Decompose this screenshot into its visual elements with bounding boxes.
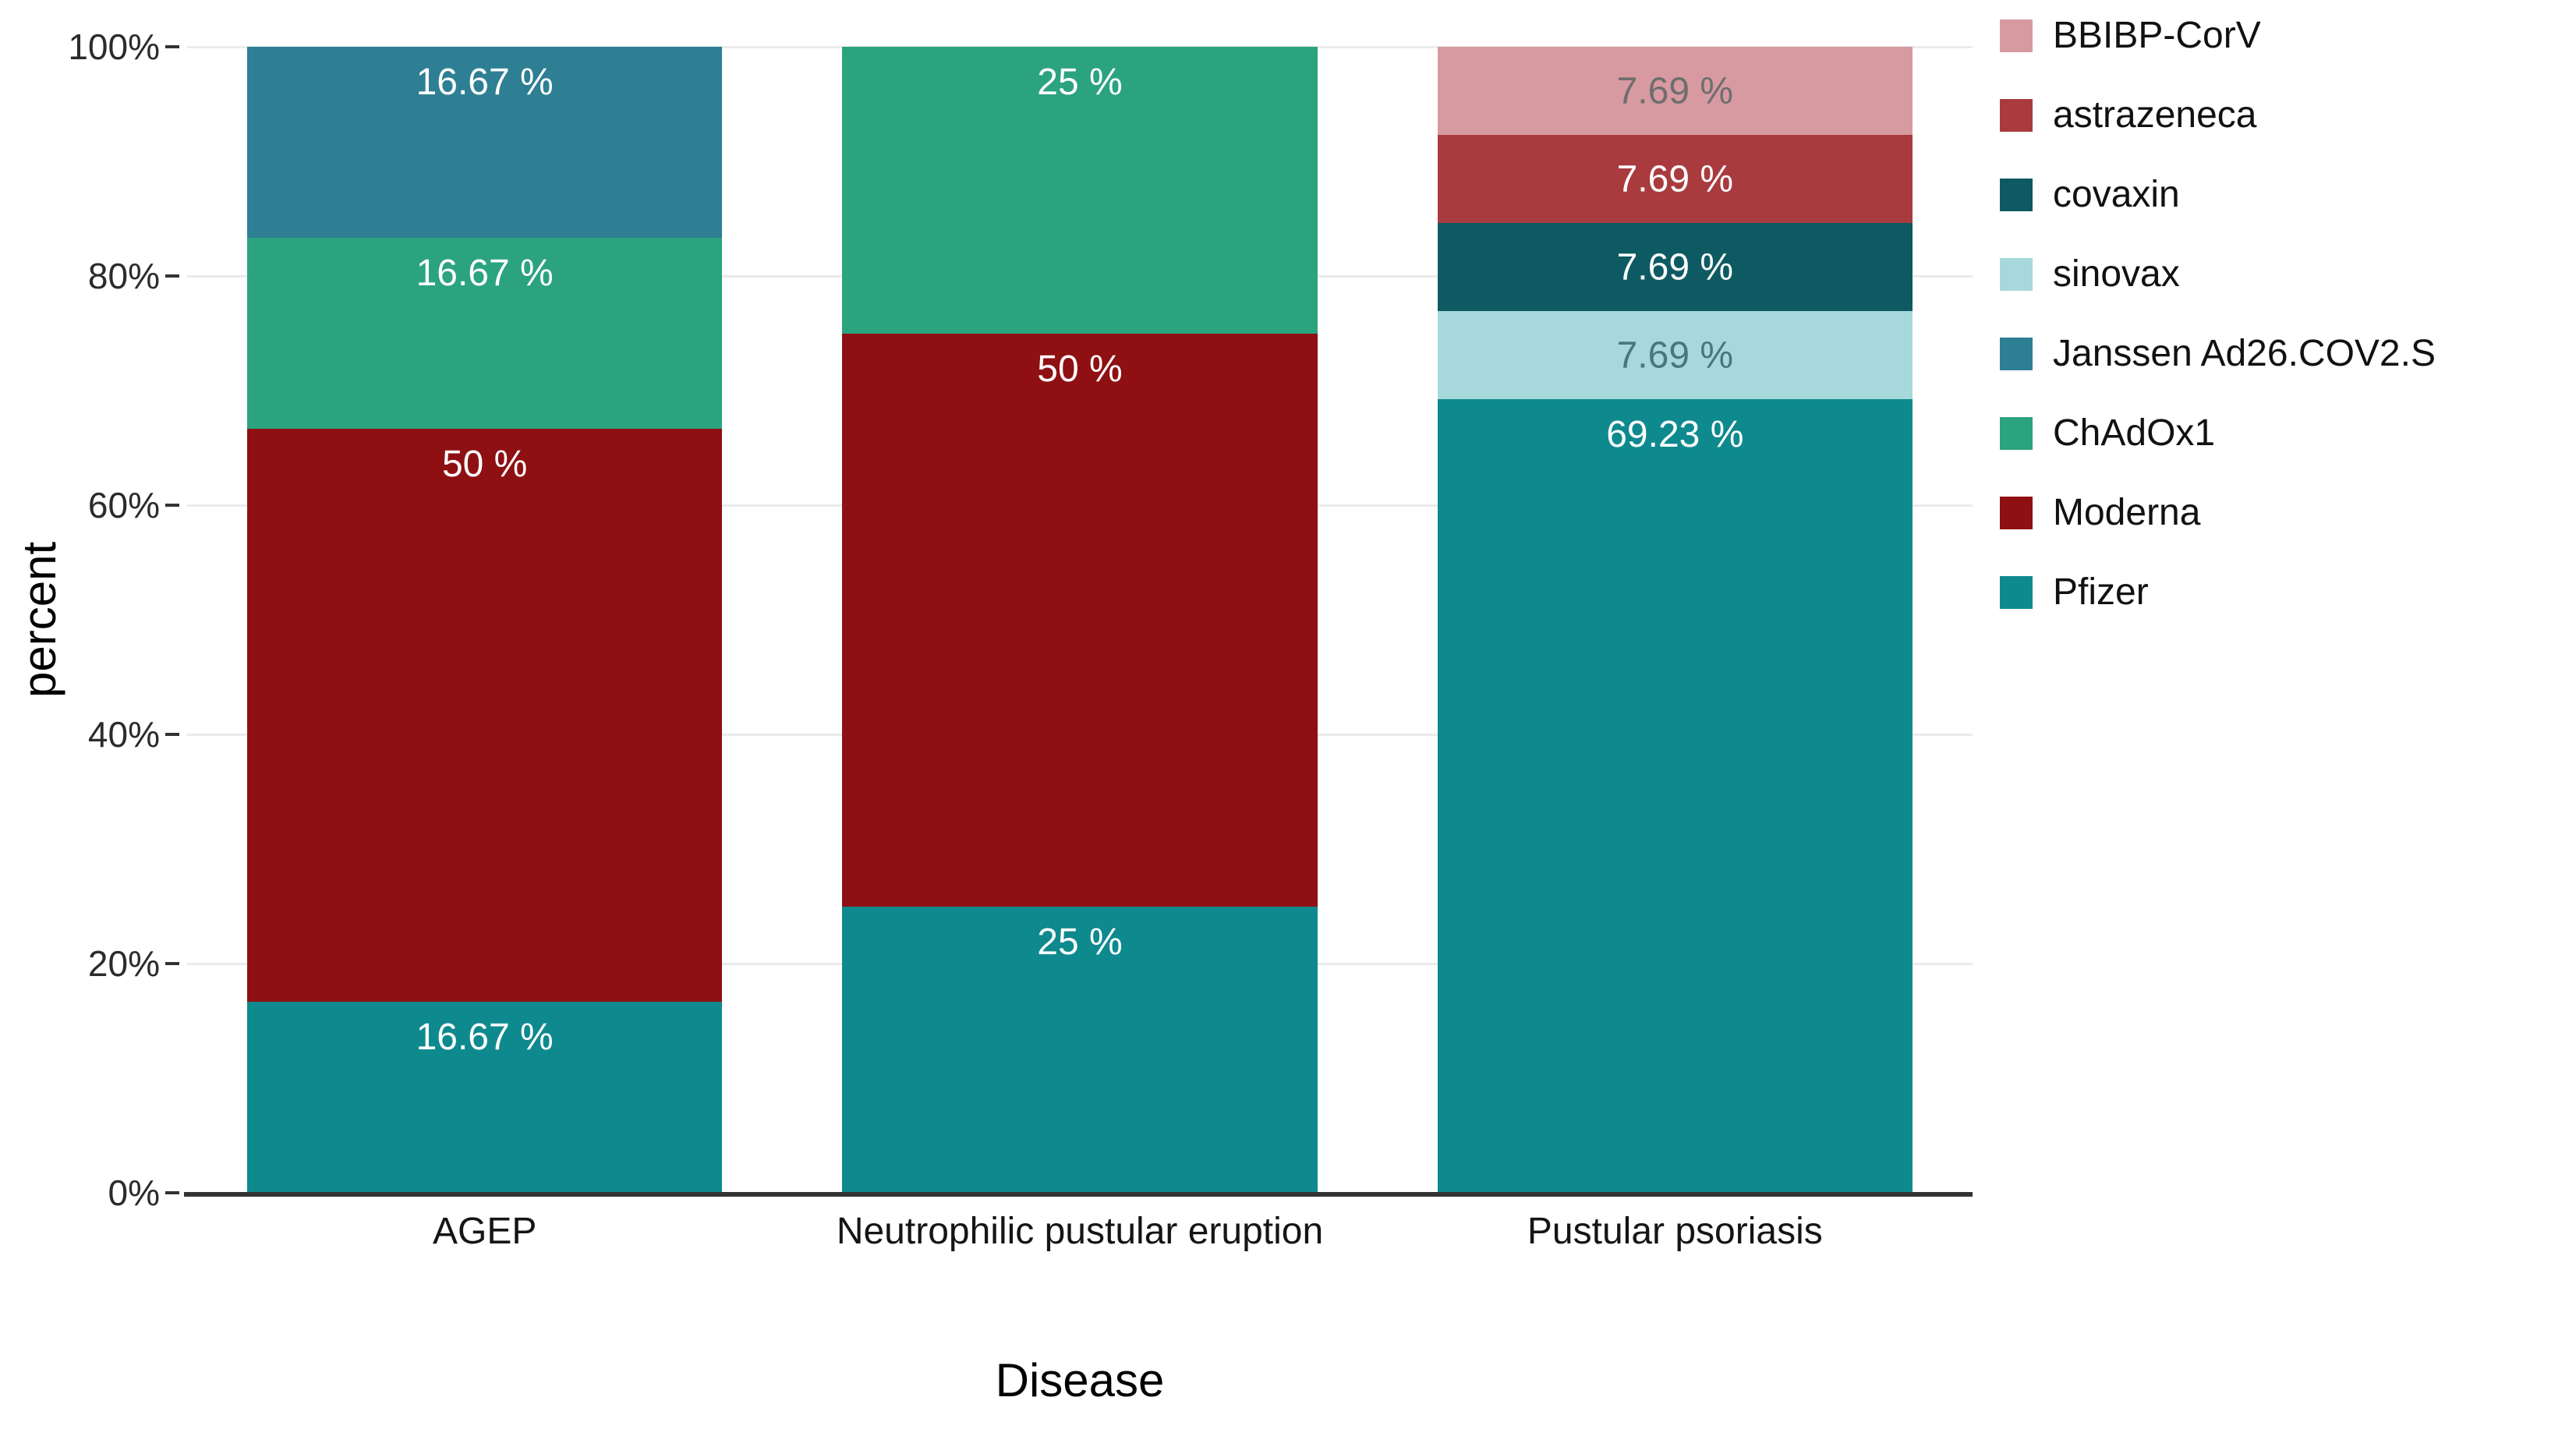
- legend-item: ChAdOx1: [2000, 415, 2436, 452]
- bar-segment: 16.67 %: [247, 47, 723, 239]
- y-tick-mark: [165, 45, 179, 48]
- y-tick-mark: [165, 1191, 179, 1194]
- y-tick-mark: [165, 962, 179, 965]
- bar-segment: 25 %: [842, 906, 1318, 1193]
- bar-segment: 69.23 %: [1437, 399, 1913, 1193]
- legend-item: BBIBP-CorV: [2000, 17, 2436, 55]
- y-tick-label: 0%: [108, 1173, 160, 1213]
- legend-label: sinovax: [2053, 253, 2180, 295]
- legend: BBIBP-CorV astrazeneca covaxin sinovax Janss…: [2000, 17, 2436, 611]
- legend-label: ChAdOx1: [2053, 412, 2216, 454]
- bar-segment-label: 7.69 %: [1616, 158, 1734, 200]
- bar-segment: 7.69 %: [1437, 311, 1913, 400]
- bar-segment: 50 %: [247, 429, 723, 1002]
- legend-label: astrazeneca: [2053, 94, 2257, 136]
- plot-area: 16.67 % 50 % 16.67 % 16.67 % 25 % 50 % 25 % 69.…: [184, 46, 1973, 1197]
- legend-swatch-icon: [2000, 99, 2033, 132]
- bar-segment-label: 16.67 %: [416, 62, 554, 104]
- bar-segment-label: 25 %: [1037, 921, 1123, 963]
- bar-segment-label: 7.69 %: [1616, 70, 1734, 112]
- x-category-label: Pustular psoriasis: [1527, 1211, 1823, 1252]
- bar-segment: 7.69 %: [1437, 223, 1913, 312]
- bars: 16.67 % 50 % 16.67 % 16.67 % 25 % 50 % 25 % 69.…: [187, 47, 1973, 1193]
- y-tick-mark: [165, 733, 179, 736]
- y-axis-tick-labels: 0% 20% 40% 60% 80% 100%: [0, 29, 160, 1211]
- legend-item: Pfizer: [2000, 574, 2436, 611]
- bar-segment-label: 69.23 %: [1606, 414, 1744, 456]
- legend-label: Moderna: [2053, 492, 2201, 533]
- legend-label: Pfizer: [2053, 571, 2149, 613]
- bar-segment: 7.69 %: [1437, 47, 1913, 136]
- bar-segment: 50 %: [842, 333, 1318, 907]
- legend-swatch-icon: [2000, 576, 2033, 609]
- legend-swatch-icon: [2000, 258, 2033, 291]
- legend-item: covaxin: [2000, 176, 2436, 214]
- x-category-label: AGEP: [432, 1211, 537, 1252]
- bar-segment-label: 7.69 %: [1616, 334, 1734, 377]
- bar-segment: 25 %: [842, 47, 1318, 334]
- x-axis-line: [184, 1192, 1973, 1197]
- y-axis-tick-marks: [165, 45, 179, 1194]
- legend-swatch-icon: [2000, 338, 2033, 370]
- bar: 69.23 % 7.69 % 7.69 % 7.69 % 7.69 %: [1437, 47, 1913, 1193]
- legend-item: Janssen Ad26.COV2.S: [2000, 335, 2436, 373]
- y-tick-label: 80%: [87, 256, 160, 296]
- y-tick-label: 100%: [68, 27, 160, 67]
- bar: 25 % 50 % 25 %: [842, 47, 1318, 1193]
- bar-segment-label: 7.69 %: [1616, 246, 1734, 288]
- x-category-label: Neutrophilic pustular eruption: [836, 1211, 1324, 1252]
- legend-swatch-icon: [2000, 417, 2033, 450]
- bar-segment: 16.67 %: [247, 1001, 723, 1193]
- x-axis-title: Disease: [995, 1354, 1165, 1406]
- x-axis-category-labels: AGEP Neutrophilic pustular eruption Pustul…: [187, 1210, 1973, 1253]
- y-tick-label: 20%: [87, 943, 160, 984]
- y-tick-mark: [165, 274, 179, 278]
- legend-label: Janssen Ad26.COV2.S: [2053, 333, 2436, 374]
- legend-item: astrazeneca: [2000, 97, 2436, 134]
- bar-segment-label: 50 %: [441, 444, 528, 486]
- y-tick-mark: [165, 504, 179, 507]
- y-tick-label: 60%: [87, 485, 160, 525]
- legend-swatch-icon: [2000, 179, 2033, 211]
- legend-swatch-icon: [2000, 497, 2033, 529]
- bar-segment-label: 16.67 %: [416, 1016, 554, 1058]
- bar-segment: 7.69 %: [1437, 135, 1913, 224]
- bar-segment-label: 16.67 %: [416, 253, 554, 295]
- bar-segment-label: 25 %: [1037, 62, 1123, 103]
- legend-item: Moderna: [2000, 494, 2436, 532]
- bar-segment-label: 50 %: [1037, 348, 1123, 390]
- legend-label: covaxin: [2053, 174, 2180, 215]
- bar: 16.67 % 50 % 16.67 % 16.67 %: [247, 47, 723, 1193]
- y-tick-label: 40%: [87, 714, 160, 755]
- legend-swatch-icon: [2000, 19, 2033, 52]
- bar-segment: 16.67 %: [247, 238, 723, 430]
- legend-label: BBIBP-CorV: [2053, 15, 2261, 56]
- legend-item: sinovax: [2000, 256, 2436, 293]
